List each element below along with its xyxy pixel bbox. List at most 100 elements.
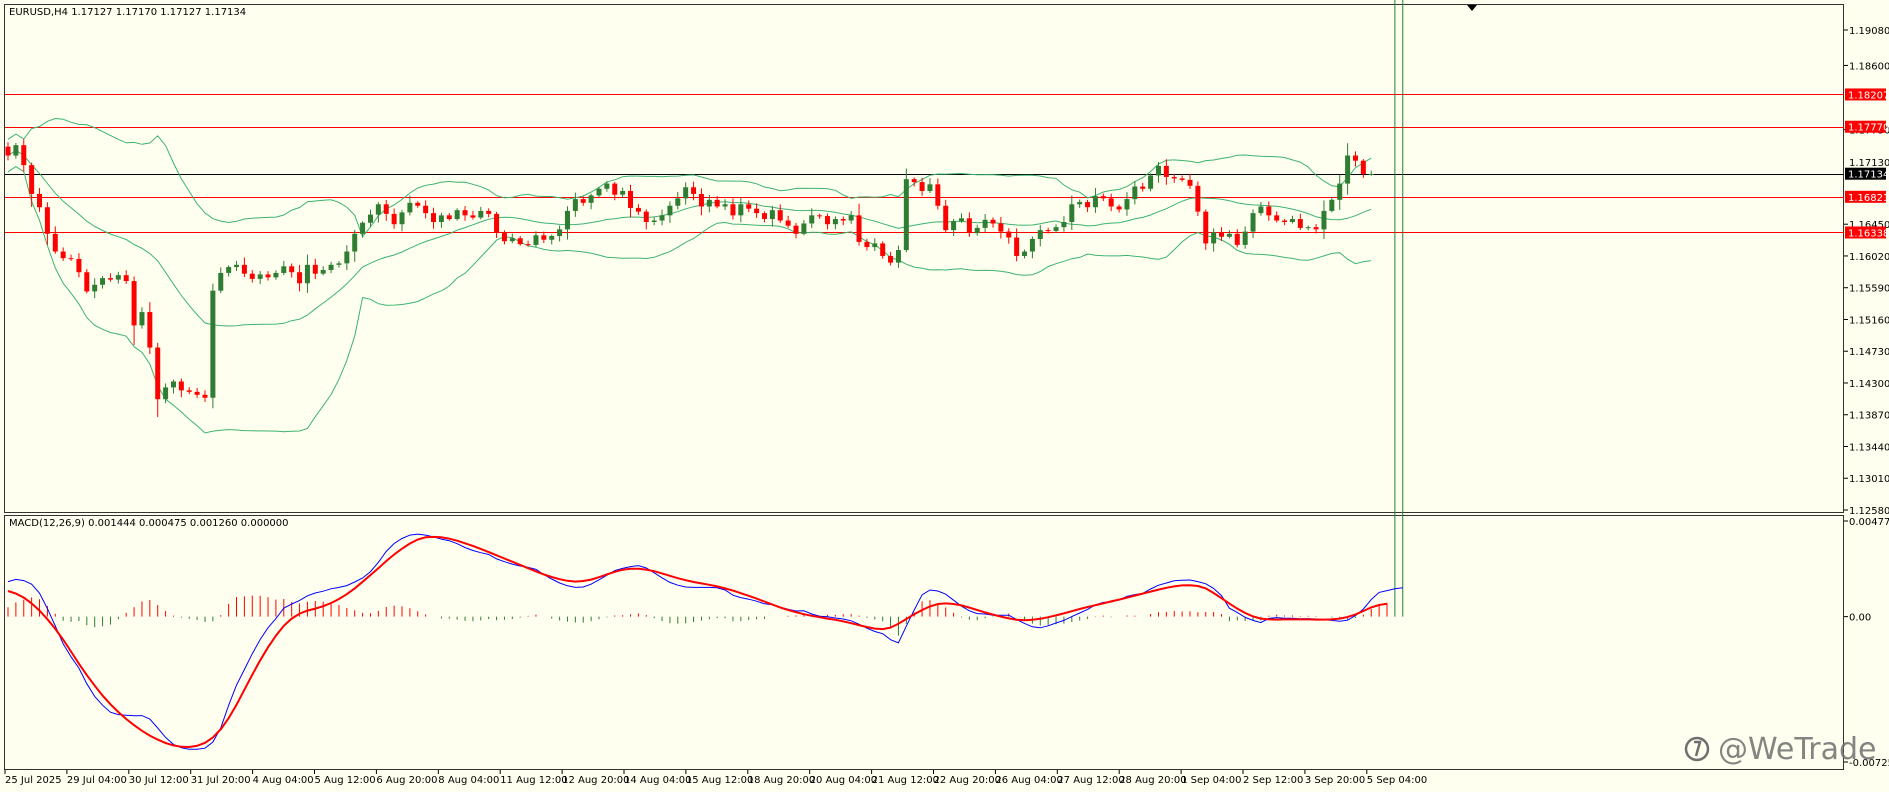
candle-bull (1124, 199, 1130, 210)
candle-bull (1321, 210, 1327, 230)
candle-bear (462, 210, 468, 216)
price-tick-label: 1.16020 (1849, 252, 1889, 263)
candle-bull (1092, 196, 1098, 208)
time-tick-label: 1 Sep 04:00 (1181, 775, 1241, 786)
candle-bull (92, 284, 98, 292)
candle-bear (746, 204, 752, 209)
candle-bear (840, 219, 846, 221)
time-tick-label: 21 Aug 12:00 (872, 775, 939, 786)
candle-bear (966, 218, 972, 234)
candle-bear (423, 205, 429, 214)
macd-pane-border (4, 515, 1844, 770)
candle-bear (147, 312, 153, 348)
candle-bear (1274, 215, 1280, 221)
candle-bull (1337, 183, 1343, 200)
bollinger-lower-band (7, 166, 1372, 434)
candle-bull (549, 236, 555, 240)
candle-bear (501, 233, 507, 242)
bollinger-middle-band (7, 149, 1372, 327)
price-tick-label: 1.14300 (1849, 379, 1889, 390)
macd-lines (7, 533, 1403, 750)
time-tick-label: 5 Sep 04:00 (1367, 775, 1427, 786)
candle-bull (115, 275, 121, 280)
chart-shift-marker-icon[interactable] (1467, 5, 1477, 11)
candle-bull (1069, 204, 1075, 222)
price-level-tag-label: 1.16821 (1848, 193, 1889, 204)
candle-bear (580, 199, 586, 203)
candle-bear (84, 272, 90, 292)
candle-bear (635, 207, 641, 212)
candle-bull (328, 264, 334, 270)
candle-bull (951, 221, 957, 231)
candle-bull (226, 267, 232, 273)
candle-bull (1226, 233, 1232, 237)
price-level-tag (1845, 167, 1886, 180)
price-pane[interactable]: 1.190801.186001.177301.164501.160201.155… (4, 4, 1889, 518)
candle-bear (470, 215, 476, 218)
candle-bear (155, 347, 161, 400)
price-tick-label: 1.15590 (1849, 284, 1889, 295)
candle-bear (44, 207, 50, 234)
candle-bear (1140, 186, 1146, 189)
candle-bear (52, 233, 58, 252)
time-tick-label: 30 Jul 12:00 (129, 775, 189, 786)
candle-bear (1108, 198, 1114, 207)
candle-bull (659, 215, 665, 221)
price-pane-border (4, 4, 1844, 513)
candle-bull (903, 179, 909, 251)
price-level-tag-label: 1.17770 (1848, 123, 1889, 134)
candle-bear (1195, 185, 1201, 212)
candle-bull (170, 381, 176, 388)
candle-bull (1148, 175, 1154, 189)
time-tick-label: 28 Aug 20:00 (1119, 775, 1186, 786)
candle-bear (265, 274, 271, 278)
candle-bull (454, 210, 460, 220)
candle-bear (194, 391, 200, 395)
candle-bear (628, 190, 634, 208)
candle-bull (257, 274, 263, 279)
price-tick-label: 1.16450 (1849, 220, 1889, 231)
time-tick-label: 27 Aug 12:00 (1057, 775, 1124, 786)
price-level-tag (1845, 190, 1886, 203)
macd-tick-label: 0.00 (1849, 613, 1871, 624)
price-level-tag-label: 1.16338 (1848, 228, 1889, 239)
time-tick-label: 20 Aug 04:00 (810, 775, 877, 786)
candle-bear (107, 278, 113, 280)
candle-bear (888, 255, 894, 263)
candle-bear (37, 193, 43, 208)
candle-bear (919, 182, 925, 191)
candle-bull (100, 278, 106, 285)
macd-line (7, 533, 1403, 750)
candle-bull (352, 233, 358, 252)
price-tick-label: 1.15160 (1849, 315, 1889, 326)
candle-bear (517, 238, 523, 245)
candle-bull (982, 219, 988, 228)
candle-bear (249, 273, 255, 279)
candle-bear (5, 146, 11, 156)
candle-bear (446, 215, 452, 220)
candle-bull (1345, 155, 1351, 184)
candle-bull (375, 204, 381, 215)
candle-bear (1085, 202, 1091, 208)
macd-histogram (7, 0, 1404, 636)
time-tick-label: 3 Sep 20:00 (1305, 775, 1365, 786)
candle-bear (76, 258, 82, 273)
candle-bull (533, 235, 539, 245)
candle-bull (832, 219, 838, 225)
candle-bear (1116, 206, 1122, 210)
candle-bull (304, 264, 310, 284)
candle-bull (683, 187, 689, 199)
candle-bull (478, 210, 484, 218)
candle-bear (1171, 176, 1177, 179)
horizontal-levels (5, 94, 1844, 233)
time-tick-label: 22 Aug 20:00 (934, 775, 1001, 786)
price-tick-label: 1.14730 (1849, 347, 1889, 358)
candle-bear (1313, 227, 1319, 230)
macd-pane[interactable]: 0.004774 0.00 -0.007257 MACD(12,26,9) 0.00… (4, 0, 1889, 770)
price-tick-label: 1.19080 (1849, 26, 1889, 37)
candle-bear (525, 244, 531, 246)
wetrade-logo-mark (1694, 740, 1702, 757)
candle-bear (691, 187, 697, 194)
candle-bear (880, 243, 886, 256)
